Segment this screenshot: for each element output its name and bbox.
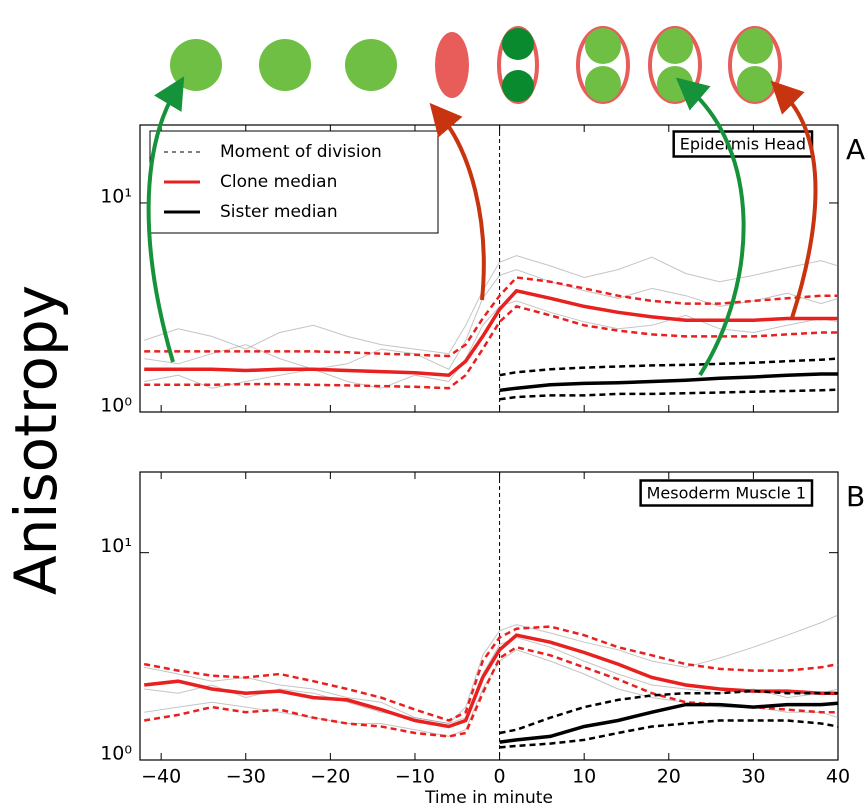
panel: 10⁰ 10¹ Epidermis Head A Moment of division C… — [100, 124, 865, 417]
series-group — [144, 125, 838, 412]
cell — [435, 32, 469, 98]
cell — [502, 70, 534, 102]
cell — [657, 28, 693, 64]
series-line — [144, 276, 838, 358]
cell — [657, 66, 693, 102]
y-tick-label: 10¹ — [100, 185, 132, 207]
arrows — [146, 76, 818, 377]
cell — [585, 66, 621, 102]
legend: Moment of division Clone median Sister med… — [149, 130, 439, 234]
series-line — [499, 701, 838, 744]
legend-label: Moment of division — [220, 142, 382, 162]
x-tick-label: 10 — [572, 766, 596, 788]
panel: −40 −30 −20 −10 0 10 20 30 40 10⁰ 10¹ Mesoderm Musc… — [100, 471, 865, 788]
series-line — [144, 305, 838, 390]
legend-label: Sister median — [220, 202, 338, 222]
x-axis-label: Time in minute — [424, 788, 553, 808]
x-tick-label: 0 — [494, 766, 506, 788]
x-tick-label: −40 — [141, 766, 181, 788]
panel-label: B — [846, 480, 865, 513]
x-tick-label: −20 — [310, 766, 350, 788]
plot-frame — [139, 471, 839, 761]
plots: 10⁰ 10¹ Epidermis Head A Moment of division C… — [100, 124, 865, 788]
cell-trace — [144, 255, 838, 355]
series-line — [144, 633, 838, 729]
legend-label: Clone median — [220, 172, 337, 192]
series-line — [143, 645, 838, 738]
cell-trace — [144, 269, 838, 370]
y-tick-label: 10⁰ — [100, 743, 132, 765]
series-group — [143, 472, 838, 760]
y-tick-label: 10¹ — [100, 535, 132, 557]
arrow — [146, 76, 185, 363]
series-line — [499, 689, 838, 735]
cell — [737, 66, 773, 102]
arrow — [770, 80, 818, 319]
cell — [502, 28, 534, 60]
series-line — [499, 372, 838, 393]
series-line — [499, 357, 838, 377]
panel-label: A — [846, 133, 865, 166]
y-axis-label: Anisotropy — [2, 285, 70, 595]
series-line — [143, 625, 838, 722]
cell — [259, 39, 311, 91]
arrow — [675, 77, 746, 377]
cell-trace — [144, 614, 838, 725]
cell-trace — [144, 649, 838, 737]
arrow — [429, 102, 486, 301]
cell — [585, 28, 621, 64]
y-tick-label: 10⁰ — [100, 395, 132, 417]
cell — [170, 39, 222, 91]
cell-icons — [170, 26, 782, 104]
cell — [345, 39, 397, 91]
annotation: Mesoderm Muscle 1 — [647, 484, 806, 503]
x-tick-label: 30 — [741, 766, 765, 788]
x-tick-label: −30 — [226, 766, 266, 788]
annotation: Epidermis Head — [680, 135, 806, 154]
x-tick-label: 20 — [657, 766, 681, 788]
series-line — [499, 719, 838, 749]
series-line — [499, 388, 838, 401]
x-tick-label: 40 — [826, 766, 850, 788]
cell — [737, 28, 773, 64]
annotation-box — [639, 479, 814, 507]
x-tick-label: −10 — [395, 766, 435, 788]
